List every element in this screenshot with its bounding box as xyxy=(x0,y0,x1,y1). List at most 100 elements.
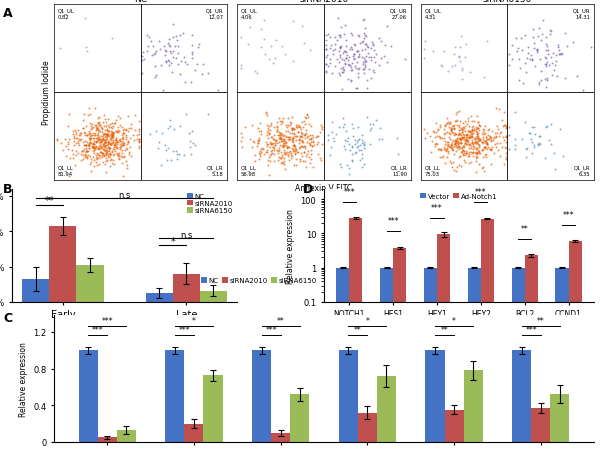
Point xyxy=(106,152,115,159)
Point xyxy=(361,41,370,48)
Point xyxy=(289,139,298,146)
Point xyxy=(303,133,313,140)
Point xyxy=(358,17,367,24)
Point xyxy=(479,140,488,147)
Point xyxy=(456,136,466,143)
Point xyxy=(73,135,82,143)
Point xyxy=(537,31,547,38)
Point xyxy=(316,157,326,164)
Point xyxy=(269,136,278,143)
Point xyxy=(457,126,467,133)
Point xyxy=(80,129,89,136)
Point xyxy=(505,51,514,59)
Point xyxy=(272,123,282,130)
Point xyxy=(457,134,467,142)
Point xyxy=(99,123,109,130)
Point xyxy=(461,131,471,138)
Point xyxy=(355,65,364,73)
Point xyxy=(269,151,278,158)
Point xyxy=(435,146,445,153)
Point xyxy=(335,52,344,59)
Point xyxy=(82,132,92,139)
Point xyxy=(110,148,119,156)
Point xyxy=(467,127,476,134)
Point xyxy=(449,141,458,148)
Point xyxy=(92,138,102,146)
Point xyxy=(294,141,304,148)
Point xyxy=(107,149,117,156)
Point xyxy=(275,129,284,136)
Point xyxy=(158,87,168,94)
Point xyxy=(95,139,104,146)
Point xyxy=(562,43,572,51)
Point xyxy=(93,146,103,153)
Point xyxy=(357,39,367,46)
Point xyxy=(263,157,272,165)
Point xyxy=(101,123,111,130)
Point xyxy=(113,138,122,145)
Point xyxy=(535,133,545,141)
Text: Q1_LL
56.98: Q1_LL 56.98 xyxy=(241,166,257,177)
Point xyxy=(236,130,246,138)
Point xyxy=(118,151,127,158)
Point xyxy=(283,122,293,129)
Point xyxy=(433,126,443,133)
Point xyxy=(430,129,439,137)
Point xyxy=(97,136,107,143)
Point xyxy=(550,62,559,69)
Point xyxy=(81,142,91,149)
Point xyxy=(535,141,545,148)
Point xyxy=(265,144,274,151)
Point xyxy=(97,137,107,144)
Point xyxy=(473,149,482,156)
Point xyxy=(374,36,384,43)
Point xyxy=(105,163,115,170)
Point xyxy=(108,129,118,136)
Point xyxy=(125,135,135,143)
Point xyxy=(358,60,368,67)
Point xyxy=(98,150,107,157)
Point xyxy=(247,144,257,152)
Point xyxy=(457,149,467,156)
Point xyxy=(523,44,533,51)
Bar xyxy=(146,293,173,302)
Point xyxy=(487,144,497,152)
Point xyxy=(199,62,208,69)
Point xyxy=(340,146,349,153)
Point xyxy=(425,133,435,140)
Point xyxy=(160,47,170,54)
Point xyxy=(194,41,204,48)
Point xyxy=(89,157,99,164)
Point xyxy=(165,44,175,51)
Point xyxy=(94,161,104,168)
Point xyxy=(95,145,105,152)
Point xyxy=(382,23,392,31)
Point xyxy=(524,51,533,58)
Point xyxy=(265,130,274,137)
Point xyxy=(144,34,154,41)
Point xyxy=(86,126,95,133)
Point xyxy=(264,56,274,64)
Point xyxy=(483,144,493,152)
Point xyxy=(86,135,95,143)
Point xyxy=(366,125,376,132)
Point xyxy=(529,34,538,41)
Point xyxy=(299,132,309,139)
Point xyxy=(446,128,455,135)
Point xyxy=(95,146,104,153)
Point xyxy=(290,143,300,150)
Point xyxy=(340,137,349,144)
Point xyxy=(355,156,365,164)
Point xyxy=(266,151,276,158)
Point xyxy=(173,62,183,69)
Point xyxy=(264,131,274,138)
Point xyxy=(317,142,327,149)
Point xyxy=(340,61,349,68)
Point xyxy=(284,134,293,141)
Point xyxy=(64,111,74,118)
Text: **: ** xyxy=(440,325,448,334)
Point xyxy=(419,46,429,53)
Point xyxy=(188,42,197,50)
Point xyxy=(107,134,116,142)
Point xyxy=(278,160,287,167)
